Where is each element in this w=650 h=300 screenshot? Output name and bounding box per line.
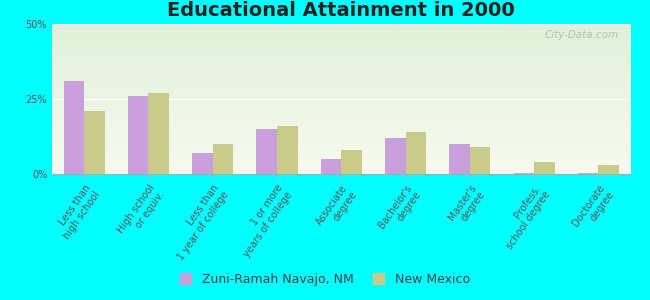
- Legend: Zuni-Ramah Navajo, NM, New Mexico: Zuni-Ramah Navajo, NM, New Mexico: [175, 268, 475, 291]
- Bar: [449, 144, 470, 174]
- Bar: [534, 162, 554, 174]
- Bar: [406, 132, 426, 174]
- Text: City-Data.com: City-Data.com: [545, 30, 619, 40]
- Bar: [385, 138, 406, 174]
- Bar: [320, 159, 341, 174]
- Bar: [341, 150, 362, 174]
- Bar: [514, 172, 534, 174]
- Bar: [148, 93, 169, 174]
- Bar: [128, 96, 148, 174]
- Bar: [64, 81, 84, 174]
- Bar: [192, 153, 213, 174]
- Bar: [256, 129, 277, 174]
- Bar: [84, 111, 105, 174]
- Bar: [578, 172, 599, 174]
- Bar: [213, 144, 233, 174]
- Bar: [277, 126, 298, 174]
- Title: Educational Attainment in 2000: Educational Attainment in 2000: [168, 1, 515, 20]
- Bar: [599, 165, 619, 174]
- Bar: [470, 147, 490, 174]
